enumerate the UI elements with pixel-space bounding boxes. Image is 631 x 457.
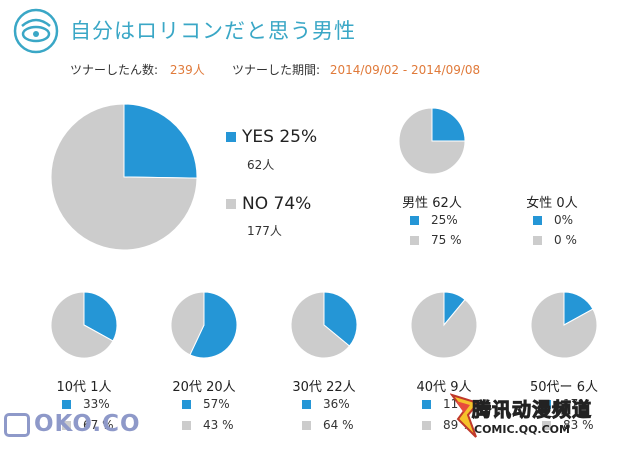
pie-male-yes-label: 25% bbox=[431, 213, 458, 227]
pie-age-50s-yes-label: 17% bbox=[563, 397, 590, 411]
pie-age-10s bbox=[50, 291, 118, 359]
pie-overall-slice-yes bbox=[123, 103, 198, 179]
legend-no-swatch bbox=[226, 199, 236, 209]
pie-age-10s-no-label: 67 % bbox=[83, 418, 114, 432]
legend-yes-label: YES 25% bbox=[242, 127, 318, 147]
pie-age-10s-no-swatch bbox=[62, 421, 71, 430]
pie-female-no-swatch bbox=[533, 236, 542, 245]
pie-overall bbox=[50, 103, 198, 251]
legend-yes-count: 62人 bbox=[247, 158, 275, 172]
respondent-count-label: ツナーしたん数: bbox=[70, 63, 159, 77]
pie-age-30s-no-label: 64 % bbox=[323, 418, 354, 432]
pie-age-50s-title: 50代ー 6人 bbox=[530, 380, 598, 395]
pie-age-50s-no-swatch bbox=[542, 421, 551, 430]
pie-age-50s-yes: 17% bbox=[542, 397, 590, 411]
survey-period: ツナーした期間: 2014/09/02 - 2014/09/08 bbox=[232, 61, 480, 78]
pie-female-yes-swatch bbox=[533, 216, 542, 225]
pie-male-no-swatch bbox=[410, 236, 419, 245]
pie-age-30s-slice-yes bbox=[323, 291, 358, 347]
watermark-right-url: COMIC.QQ.COM bbox=[474, 423, 570, 436]
watermark-right-text: 腾讯动漫频道 bbox=[471, 399, 593, 422]
respondent-count-value: 239人 bbox=[169, 63, 205, 77]
pie-age-50s-no-label: 83 % bbox=[563, 418, 594, 432]
watermark-left: OKO.CO bbox=[4, 411, 141, 437]
pie-age-40s-title: 40代 9人 bbox=[416, 380, 472, 395]
pie-age-40s-no-swatch bbox=[422, 421, 431, 430]
pie-age-50s bbox=[530, 291, 598, 359]
pie-age-10s-title: 10代 1人 bbox=[56, 380, 112, 395]
pie-age-20s-yes: 57% bbox=[182, 397, 230, 411]
pie-age-10s-no: 67 % bbox=[62, 418, 114, 432]
legend-no: NO 74% bbox=[226, 194, 311, 214]
pie-male-yes-swatch bbox=[410, 216, 419, 225]
legend-no-count: 177人 bbox=[247, 224, 282, 238]
pie-age-20s-slice-yes bbox=[189, 291, 238, 359]
watermark-left-icon bbox=[4, 412, 30, 437]
site-logo-icon bbox=[13, 8, 59, 54]
pie-age-50s-no: 83 % bbox=[542, 418, 594, 432]
pie-age-20s bbox=[170, 291, 238, 359]
pie-age-30s bbox=[290, 291, 358, 359]
pie-male-slice-no bbox=[398, 107, 466, 175]
pie-age-20s-yes-swatch bbox=[182, 400, 191, 409]
pie-female-yes-label: 0% bbox=[554, 213, 574, 227]
pie-age-20s-no-swatch bbox=[182, 421, 191, 430]
pie-age-20s-yes-label: 57% bbox=[203, 397, 230, 411]
pie-age-30s-yes-swatch bbox=[302, 400, 311, 409]
pie-age-20s-slice-no bbox=[170, 291, 205, 356]
pie-age-30s-title: 30代 22人 bbox=[292, 380, 356, 395]
pie-age-30s-yes-label: 36% bbox=[323, 397, 350, 411]
pie-overall-slice-no bbox=[50, 103, 198, 251]
pie-age-10s-yes: 33% bbox=[62, 397, 110, 411]
pie-age-40s bbox=[410, 291, 478, 359]
pie-female-title: 女性 0人 bbox=[526, 196, 578, 211]
pie-female-yes: 0% bbox=[533, 213, 573, 227]
respondent-count: ツナーしたん数: 239人 bbox=[70, 61, 205, 78]
legend-yes-swatch bbox=[226, 132, 236, 142]
pie-age-20s-no-label: 43 % bbox=[203, 418, 234, 432]
pie-male-title: 男性 62人 bbox=[402, 196, 462, 211]
pie-male-no-label: 75 % bbox=[431, 233, 462, 247]
pie-age-30s-slice-no bbox=[290, 291, 351, 359]
watermark-left-text: OKO.CO bbox=[34, 411, 141, 437]
pie-age-40s-slice-no bbox=[410, 291, 478, 359]
page-title: 自分はロリコンだと思う男性 bbox=[70, 19, 356, 43]
pie-age-10s-yes-label: 33% bbox=[83, 397, 110, 411]
survey-period-value: 2014/09/02 - 2014/09/08 bbox=[329, 63, 481, 77]
pie-female-no-label: 0 % bbox=[554, 233, 577, 247]
pie-age-50s-slice-no bbox=[530, 291, 598, 359]
pie-age-10s-slice-yes bbox=[83, 291, 118, 342]
pie-age-20s-no: 43 % bbox=[182, 418, 234, 432]
pie-male-yes: 25% bbox=[410, 213, 458, 227]
legend-yes: YES 25% bbox=[226, 127, 317, 147]
pie-age-30s-yes: 36% bbox=[302, 397, 350, 411]
watermark-right: 腾讯动漫频道 COMIC.QQ.COM bbox=[450, 393, 620, 443]
legend-no-label: NO 74% bbox=[242, 194, 312, 214]
pie-male-no: 75 % bbox=[410, 233, 462, 247]
watermark-right-logo-icon bbox=[450, 393, 480, 438]
pie-male bbox=[398, 107, 466, 175]
pie-age-10s-slice-no bbox=[50, 291, 114, 359]
pie-age-40s-yes-swatch bbox=[422, 400, 431, 409]
pie-age-30s-no: 64 % bbox=[302, 418, 354, 432]
pie-female-no: 0 % bbox=[533, 233, 577, 247]
pie-age-50s-yes-swatch bbox=[542, 400, 551, 409]
pie-male-slice-yes bbox=[431, 107, 466, 142]
pie-age-20s-title: 20代 20人 bbox=[172, 380, 236, 395]
pie-age-30s-no-swatch bbox=[302, 421, 311, 430]
survey-period-label: ツナーした期間: bbox=[232, 63, 321, 77]
pie-age-10s-yes-swatch bbox=[62, 400, 71, 409]
